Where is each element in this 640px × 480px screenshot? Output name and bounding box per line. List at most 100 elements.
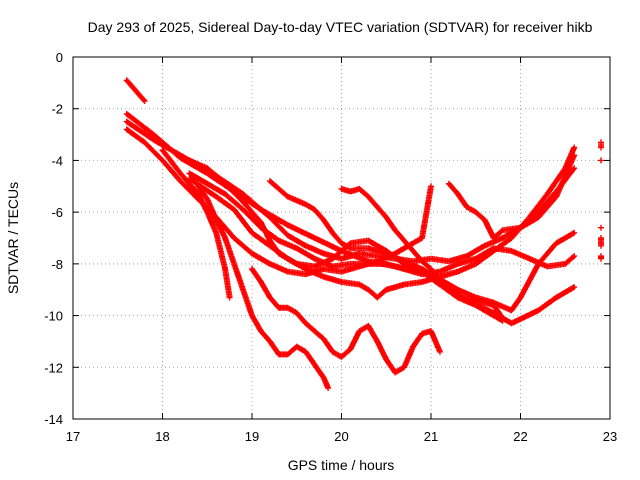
data-point [188, 172, 190, 174]
data-point [323, 252, 325, 255]
x-axis-label: GPS time / hours [288, 457, 395, 473]
data-point [394, 229, 396, 231]
data-point [287, 307, 289, 309]
y-tick-label: -8 [51, 257, 63, 272]
data-point [251, 268, 253, 270]
data-point [179, 154, 181, 156]
data-point [493, 315, 495, 317]
data-point [573, 167, 575, 169]
data-point [367, 263, 369, 265]
data-point [484, 245, 486, 247]
data-point [457, 296, 459, 299]
data-point [358, 188, 360, 190]
data-point [242, 289, 244, 291]
data-point [278, 240, 280, 242]
series-markers [266, 178, 578, 314]
data-point [510, 309, 513, 311]
series-s12 [338, 185, 506, 322]
data-point [546, 193, 549, 195]
series-markers [123, 110, 578, 327]
data-point [367, 289, 369, 291]
data-point [376, 206, 378, 208]
data-point [152, 139, 155, 141]
data-point [287, 271, 289, 273]
data-point [412, 250, 414, 252]
data-point [385, 263, 387, 265]
data-point [403, 268, 405, 270]
data-point [537, 216, 540, 218]
data-point [229, 296, 231, 299]
y-tick-label: -12 [44, 360, 63, 375]
data-point [403, 240, 405, 242]
data-point [546, 265, 549, 267]
data-point [430, 185, 432, 187]
data-point [394, 252, 396, 255]
data-point [340, 281, 343, 283]
data-point [233, 263, 235, 265]
data-point [340, 188, 343, 190]
axis-ticks: 17 18 19 20 21 22 23 0 -2 -4 -6 -8 -10 -12 -14 [44, 50, 617, 444]
data-point [331, 232, 334, 234]
data-point [412, 346, 414, 348]
data-point [457, 193, 459, 195]
data-point [502, 317, 504, 319]
data-point [564, 175, 566, 177]
data-point [600, 159, 602, 161]
data-point [349, 263, 352, 265]
data-point [305, 322, 307, 324]
x-tick-label: 17 [66, 429, 80, 444]
data-point [519, 296, 522, 299]
data-point [600, 237, 602, 239]
data-point [314, 237, 316, 239]
series-s1 [123, 77, 148, 104]
x-tick-label: 20 [334, 429, 348, 444]
y-tick-label: -2 [51, 102, 63, 117]
data-point [385, 289, 387, 291]
data-point [448, 260, 450, 262]
data-point [430, 258, 432, 260]
data-point [323, 276, 325, 278]
chart-title: Day 293 of 2025, Sidereal Day-to-day VTE… [88, 19, 593, 35]
data-point [296, 346, 298, 348]
data-point [340, 356, 343, 358]
data-point [537, 309, 540, 311]
data-point [555, 296, 557, 299]
data-point [152, 134, 155, 136]
data-point [215, 219, 217, 221]
data-point [376, 340, 378, 342]
data-point [385, 216, 387, 218]
data-point [251, 232, 253, 234]
data-point [502, 229, 504, 231]
data-point [224, 268, 226, 270]
data-point [305, 245, 307, 247]
data-point [340, 258, 343, 260]
data-point [323, 268, 325, 270]
data-point [537, 211, 540, 213]
data-point [448, 289, 450, 291]
data-point [403, 283, 405, 286]
data-point [126, 79, 128, 81]
x-tick-label: 18 [155, 429, 169, 444]
data-point [314, 209, 316, 211]
data-point [197, 185, 199, 187]
data-point [126, 121, 128, 123]
data-point [430, 330, 432, 332]
data-point [439, 351, 441, 353]
data-point [537, 263, 540, 265]
data-point [269, 180, 271, 182]
data-point [269, 263, 271, 265]
data-point [251, 252, 253, 255]
data-point [421, 260, 423, 262]
y-tick-label: 0 [56, 50, 63, 65]
data-point [269, 296, 271, 299]
data-point [269, 240, 271, 242]
data-point [296, 247, 298, 249]
data-point [242, 193, 244, 195]
data-point [376, 296, 378, 299]
data-point [421, 281, 423, 283]
data-point [439, 271, 441, 273]
data-point [242, 209, 244, 211]
data-point [215, 196, 217, 198]
data-point [260, 221, 262, 224]
